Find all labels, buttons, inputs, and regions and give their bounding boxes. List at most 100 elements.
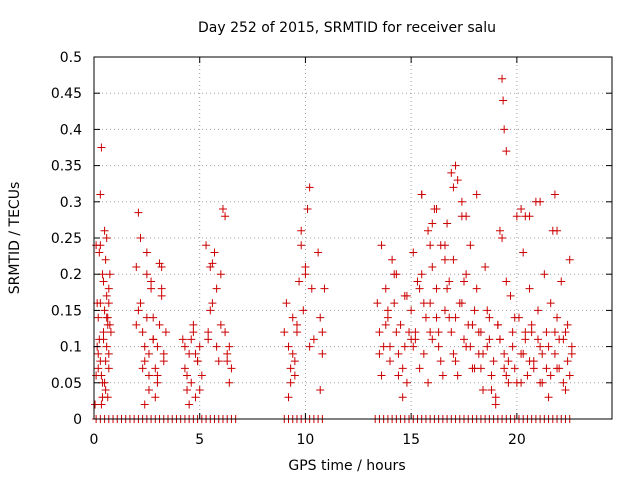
- data-point: [208, 299, 217, 308]
- data-point: [525, 212, 534, 221]
- y-tick-label: 0.5: [60, 50, 82, 66]
- x-axis-ticks: 0 5 10 15 20: [90, 57, 526, 448]
- data-point: [432, 205, 441, 214]
- data-point: [375, 328, 384, 337]
- data-point: [189, 320, 198, 329]
- data-point: [189, 328, 198, 337]
- data-point: [451, 313, 460, 322]
- data-point: [178, 335, 187, 344]
- data-point: [223, 349, 232, 358]
- data-point: [504, 357, 513, 366]
- data-point: [103, 393, 112, 402]
- data-point: [140, 342, 149, 351]
- data-point: [197, 371, 206, 380]
- data-point: [136, 234, 145, 242]
- data-point: [316, 313, 325, 322]
- data-point: [193, 357, 202, 366]
- data-point: [142, 248, 151, 257]
- data-point: [318, 328, 327, 337]
- data-point: [428, 335, 437, 344]
- data-point: [561, 328, 570, 337]
- data-point: [567, 342, 576, 351]
- data-point: [157, 284, 166, 293]
- data-point: [544, 342, 553, 351]
- data-point: [140, 400, 149, 409]
- data-point: [206, 306, 215, 315]
- data-point: [502, 371, 511, 380]
- data-point: [100, 306, 109, 315]
- data-point: [305, 342, 314, 351]
- data-point: [210, 248, 219, 257]
- data-point: [299, 306, 308, 315]
- data-point: [434, 328, 443, 337]
- data-point: [101, 386, 110, 395]
- data-point: [546, 371, 555, 380]
- data-point: [383, 306, 392, 315]
- y-tick-label: 0.3: [60, 195, 82, 211]
- data-point: [102, 313, 111, 322]
- data-point: [483, 306, 492, 315]
- data-point: [502, 277, 511, 286]
- data-point: [538, 349, 547, 358]
- data-point: [534, 335, 542, 344]
- data-point: [495, 226, 504, 235]
- data-point: [144, 349, 153, 358]
- y-axis-label: SRMTID / TECUs: [7, 182, 23, 295]
- data-point: [187, 335, 196, 344]
- data-point: [460, 335, 468, 344]
- data-point: [157, 262, 166, 271]
- data-point: [415, 284, 424, 293]
- data-point: [432, 313, 441, 322]
- data-point: [377, 371, 386, 380]
- data-point: [565, 255, 574, 264]
- data-point: [195, 386, 204, 395]
- data-point: [500, 364, 509, 373]
- data-point: [191, 393, 200, 402]
- data-point: [381, 320, 390, 329]
- data-point: [292, 328, 301, 337]
- data-point: [185, 400, 194, 409]
- data-point: [553, 364, 562, 373]
- data-point: [462, 270, 471, 279]
- data-point: [449, 255, 458, 264]
- data-point: [553, 313, 562, 322]
- data-point: [100, 226, 109, 235]
- data-point: [96, 299, 105, 308]
- data-point: [491, 400, 500, 409]
- data-point: [180, 364, 189, 373]
- data-point: [436, 357, 445, 366]
- data-point: [183, 371, 192, 380]
- data-point: [428, 219, 437, 228]
- data-point: [286, 378, 295, 387]
- data-point: [519, 248, 528, 257]
- data-point: [510, 313, 519, 322]
- data-point: [153, 342, 162, 351]
- data-point: [292, 320, 301, 329]
- data-point: [159, 349, 168, 358]
- data-point: [542, 364, 551, 373]
- data-point: [506, 291, 515, 300]
- data-point: [96, 190, 105, 199]
- data-point: [493, 320, 502, 329]
- data-point: [282, 299, 291, 308]
- data-point: [489, 357, 498, 366]
- data-point: [95, 335, 104, 344]
- data-point: [180, 342, 189, 351]
- data-point: [483, 342, 492, 351]
- data-point: [102, 291, 111, 300]
- data-point: [485, 313, 494, 322]
- y-tick-label: 0.15: [51, 303, 82, 319]
- data-point: [449, 349, 458, 358]
- data-point: [510, 364, 519, 373]
- data-point: [318, 349, 327, 358]
- data-point: [472, 284, 481, 293]
- data-point: [208, 259, 217, 268]
- data-point: [204, 335, 213, 344]
- data-point: [142, 313, 151, 322]
- data-point: [426, 299, 435, 308]
- data-point: [525, 357, 534, 366]
- data-point: [100, 378, 109, 387]
- data-point: [421, 313, 430, 322]
- data-point: [204, 328, 213, 337]
- data-point: [297, 226, 306, 235]
